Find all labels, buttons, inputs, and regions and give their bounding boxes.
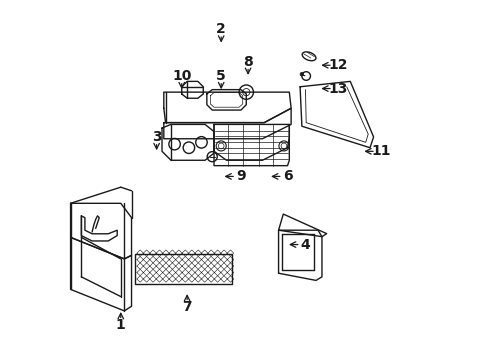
Text: 13: 13	[327, 82, 346, 95]
Text: 9: 9	[236, 170, 245, 183]
Bar	[135, 253, 231, 284]
Text: 2: 2	[216, 22, 225, 36]
Text: 7: 7	[182, 300, 192, 314]
Text: 12: 12	[327, 58, 347, 72]
Circle shape	[300, 72, 303, 76]
Text: 11: 11	[370, 144, 390, 158]
Text: 10: 10	[172, 69, 191, 83]
Text: 4: 4	[300, 238, 310, 252]
Text: 5: 5	[216, 69, 225, 83]
Text: 8: 8	[243, 55, 252, 69]
Text: 6: 6	[282, 170, 292, 183]
Text: 3: 3	[151, 130, 161, 144]
Text: 1: 1	[116, 318, 125, 332]
